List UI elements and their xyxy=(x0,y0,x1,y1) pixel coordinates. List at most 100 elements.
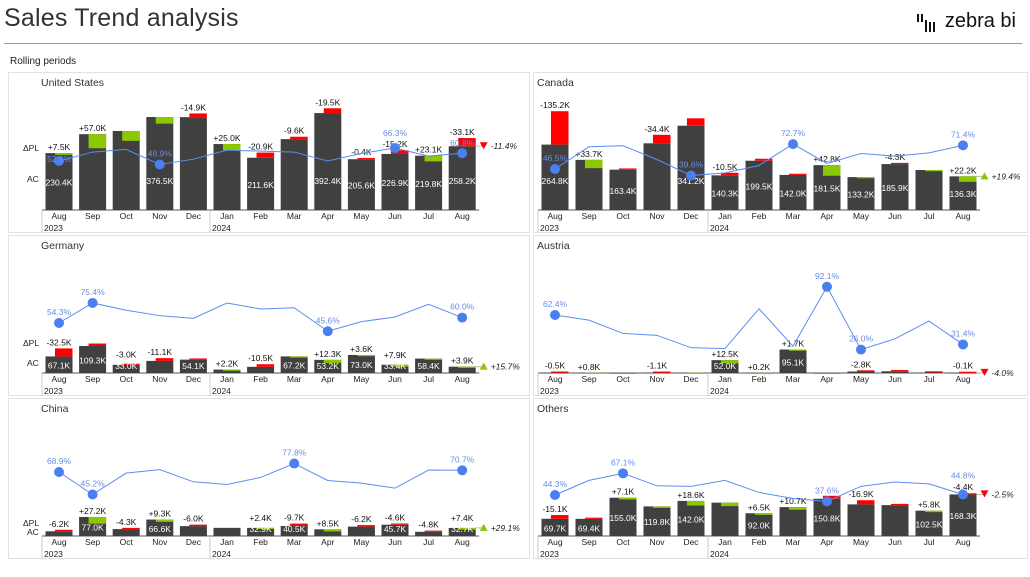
delta-bar-negative xyxy=(890,162,909,165)
actual-bar xyxy=(146,519,174,536)
delta-bar-negative xyxy=(256,152,275,158)
delta-label: +25.0K xyxy=(213,133,241,143)
percent-label: 45.6% xyxy=(316,315,341,325)
ac-label: 163.4K xyxy=(610,186,637,196)
month-label: Mar xyxy=(786,211,801,221)
actual-bar xyxy=(213,527,241,536)
delta-bar-negative xyxy=(686,118,705,126)
total-variance-label: +29.1% xyxy=(491,523,521,533)
month-label: Jul xyxy=(423,374,434,384)
actual-bar xyxy=(779,507,807,536)
ac-label: 376.5K xyxy=(146,176,173,186)
delta-bar-positive xyxy=(958,176,977,182)
delta-label: -6.2K xyxy=(351,514,372,524)
delta-label: -6.0K xyxy=(183,514,204,524)
percent-point xyxy=(958,489,968,500)
total-variance-label: +19.4% xyxy=(992,171,1022,181)
actual-bar xyxy=(609,497,637,536)
delta-bar-positive xyxy=(290,356,308,358)
month-label: Aug xyxy=(51,211,66,221)
actual-bar xyxy=(711,502,739,536)
percent-label: 71.4% xyxy=(951,129,976,139)
chart-svg: ΔPL AC 2023 2024 -32.5K 67.1K Aug 109.3K Sep -3.0… xyxy=(23,287,520,396)
ac-label: 258.2K xyxy=(449,176,476,186)
delta-label: -1.1K xyxy=(647,361,668,371)
percent-line xyxy=(554,285,964,351)
triangle-down-icon xyxy=(980,368,989,376)
actual-bar xyxy=(915,169,943,210)
percent-label: 67.1% xyxy=(611,457,636,467)
delta-bar-positive xyxy=(390,364,409,367)
row-label-delta: ΔPL xyxy=(23,338,39,348)
actual-bar xyxy=(381,524,409,536)
ac-label: 53.2K xyxy=(317,361,340,371)
row-label-ac: AC xyxy=(27,358,39,368)
actual-bar xyxy=(415,155,443,210)
delta-bar-positive xyxy=(924,169,943,172)
ac-label: 33.0K xyxy=(115,361,138,371)
delta-bar-negative xyxy=(458,138,476,147)
delta-label: +0.2K xyxy=(748,362,771,372)
delta-bar-negative xyxy=(189,358,207,360)
delta-bar-negative xyxy=(856,370,875,372)
delta-label: -4.3K xyxy=(116,517,137,527)
delta-bar-positive xyxy=(222,369,241,371)
month-label: Dec xyxy=(186,537,202,547)
delta-label: -10.5K xyxy=(712,162,737,172)
delta-label: +3.9K xyxy=(451,356,474,366)
percent-label: 70.7% xyxy=(450,454,475,464)
month-label: Feb xyxy=(752,374,767,384)
delta-bar-negative xyxy=(189,113,207,118)
actual-bar xyxy=(949,494,977,536)
month-label: Jan xyxy=(718,537,732,547)
delta-label: -9.6K xyxy=(284,126,305,136)
delta-bar-positive xyxy=(222,144,241,151)
delta-label: +2.2K xyxy=(216,359,239,369)
ac-label: 199.5K xyxy=(746,181,773,191)
delta-bar-negative xyxy=(424,530,443,532)
delta-bar-negative xyxy=(390,523,409,525)
actual-bar xyxy=(247,366,275,373)
delta-bar-negative xyxy=(584,517,603,519)
percent-label: 39.6% xyxy=(679,160,704,170)
actual-bar xyxy=(677,500,705,536)
actual-bar xyxy=(541,518,569,536)
delta-label: -4.6K xyxy=(385,513,406,523)
ac-label: 67.1K xyxy=(48,361,71,371)
delta-bar-negative xyxy=(754,158,773,161)
month-label: Aug xyxy=(955,537,970,547)
actual-bar xyxy=(881,164,909,210)
month-label: Jan xyxy=(718,211,732,221)
delta-bar-positive xyxy=(686,372,705,374)
triangle-up-icon xyxy=(980,172,989,180)
actual-bar xyxy=(247,527,275,536)
zebra-bi-logo: zebra bi xyxy=(916,10,1016,33)
chart-svg: ΔPL AC 2023 2024 +7.5K 230.4K Aug +57.0K Sep Oct 3… xyxy=(23,97,517,233)
delta-label: +27.2K xyxy=(79,506,107,516)
actual-bar xyxy=(381,364,409,373)
month-label: Nov xyxy=(649,211,665,221)
month-label: Mar xyxy=(786,537,801,547)
month-label: Sep xyxy=(85,537,100,547)
year-label: 2023 xyxy=(44,223,63,233)
year-label: 2024 xyxy=(212,549,231,559)
percent-label: 37.6% xyxy=(815,485,840,495)
month-label: Oct xyxy=(616,211,630,221)
actual-bar xyxy=(575,518,603,536)
month-label: Jun xyxy=(888,211,902,221)
delta-label: +2.4K xyxy=(249,513,272,523)
month-label: Sep xyxy=(85,211,100,221)
delta-bar-negative xyxy=(618,168,637,170)
triangle-up-icon xyxy=(479,362,488,370)
ac-label: 150.8K xyxy=(814,513,841,523)
actual-bar xyxy=(643,143,671,210)
delta-bar-positive xyxy=(788,507,807,510)
percent-label: 66.3% xyxy=(383,128,408,138)
percent-point xyxy=(457,465,468,476)
delta-label: -11.1K xyxy=(148,347,173,357)
ac-label: 69.4K xyxy=(578,523,601,533)
month-label: Feb xyxy=(253,537,268,547)
delta-bar-negative xyxy=(924,371,943,373)
actual-bar xyxy=(448,527,476,536)
